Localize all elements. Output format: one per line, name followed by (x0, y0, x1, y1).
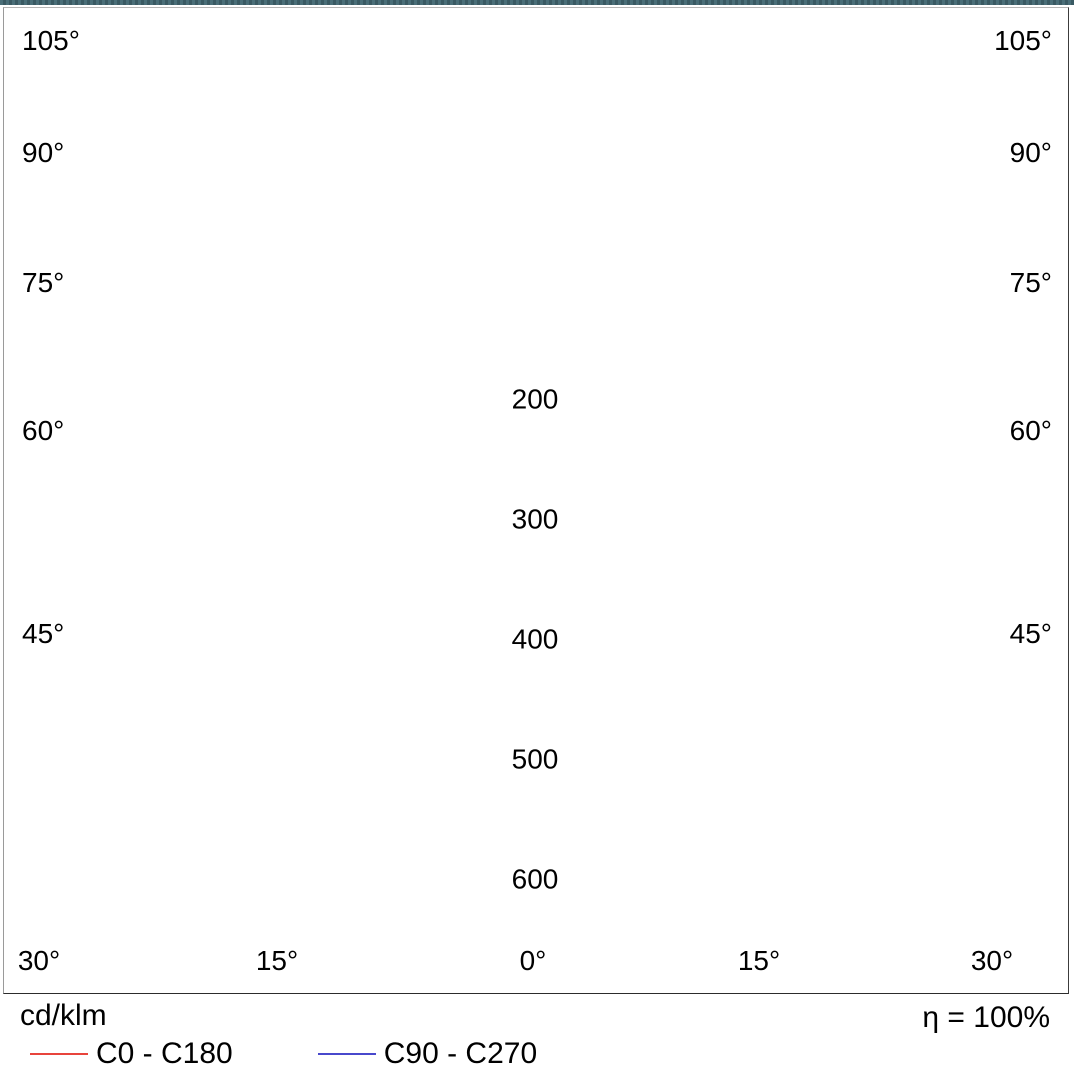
grid-ray-240 (0, 0, 535, 155)
units-label: cd/klm (20, 999, 107, 1032)
angle-label-left-75: 75° (22, 267, 64, 298)
polar-plot-frame (3, 7, 1069, 994)
grid-ray-285 (0, 155, 535, 517)
grid-ray-30 (535, 155, 1074, 1079)
efficiency-label: η = 100% (922, 1001, 1050, 1034)
angle-label-right-105: 105° (994, 25, 1052, 56)
grid-circle-400 (55, 0, 1015, 635)
grid-ray-345 (173, 155, 535, 1079)
angle-label-right-60: 60° (1010, 415, 1052, 446)
angle-label-right-75: 75° (1010, 267, 1052, 298)
grid-ray-315 (0, 155, 535, 1079)
legend: C0 - C180 C90 - C270 (30, 1037, 538, 1071)
grid-ray-75 (535, 155, 1074, 517)
grid-ray-120 (535, 0, 1074, 155)
legend-line-blue (317, 1053, 376, 1055)
angle-label-bottom-4: 30° (971, 945, 1013, 976)
grid-circle-200 (295, 0, 775, 395)
radial-tick-label-200: 200 (512, 384, 559, 415)
grid-ray-15 (535, 155, 897, 1079)
angle-label-bottom-0: 30° (18, 945, 60, 976)
angle-label-left-60: 60° (22, 415, 64, 446)
grid-ray-300 (0, 155, 535, 855)
angle-label-left-90: 90° (22, 137, 64, 168)
grid-circle-300 (175, 0, 895, 515)
angle-label-bottom-1: 15° (256, 945, 298, 976)
radial-tick-label-500: 500 (512, 744, 559, 775)
radial-tick-label-600: 600 (512, 864, 559, 895)
grid-ray-45 (535, 155, 1074, 1079)
radial-tick-label-400: 400 (512, 624, 559, 655)
legend-label: C90 - C270 (383, 1037, 538, 1070)
grid-ray-150 (535, 0, 1074, 155)
grid-ray-105 (535, 0, 1074, 155)
series-curve-c90-c270 (122, 151, 876, 707)
grid-ray-255 (0, 0, 535, 155)
grid-ray-195 (173, 0, 535, 155)
grid-circle-100 (415, 35, 655, 275)
grid-circle-700 (0, 0, 1074, 995)
radial-tick-label-300: 300 (512, 504, 559, 535)
legend-item-c90-c270: C90 - C270 (317, 1037, 538, 1071)
grid-ray-60 (535, 155, 1074, 855)
legend-item-c0-c180: C0 - C180 (30, 1037, 233, 1071)
angle-label-right-45: 45° (1010, 618, 1052, 649)
series-fill-c90-c270 (122, 151, 876, 707)
angle-label-right-90: 90° (1010, 137, 1052, 168)
grid-ray-135 (535, 0, 1074, 155)
grid-ray-330 (0, 155, 535, 1079)
legend-line-red (30, 1053, 88, 1055)
grid-ray-210 (0, 0, 535, 155)
legend-label: C0 - C180 (96, 1037, 233, 1070)
grid-ray-225 (0, 0, 535, 155)
angle-label-left-45: 45° (22, 618, 64, 649)
window-edge-strip (0, 0, 1074, 5)
angle-label-bottom-2: 0° (520, 945, 547, 976)
angle-label-left-105: 105° (22, 25, 80, 56)
angle-label-bottom-3: 15° (738, 945, 780, 976)
grid-ray-165 (535, 0, 897, 155)
